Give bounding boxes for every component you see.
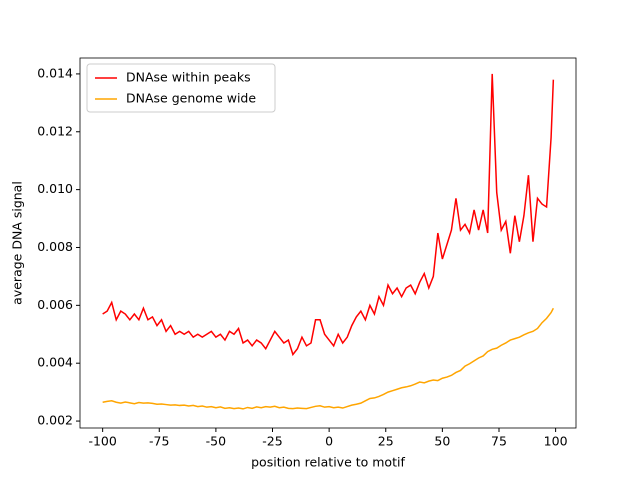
y-tick-label: 0.010 (37, 181, 73, 196)
legend-label: DNAse within peaks (126, 70, 251, 85)
x-tick-label: 100 (544, 434, 568, 449)
x-tick-label: -50 (206, 434, 226, 449)
x-tick-label: -100 (88, 434, 116, 449)
y-tick-label: 0.006 (37, 297, 73, 312)
x-tick-label: 75 (491, 434, 507, 449)
data-line (102, 307, 555, 410)
x-tick-label: -75 (149, 434, 169, 449)
y-tick-label: 0.008 (37, 239, 73, 254)
x-tick-label: 50 (434, 434, 450, 449)
y-tick-label: 0.002 (37, 413, 73, 428)
x-tick-label: -25 (262, 434, 282, 449)
x-tick-label: 25 (378, 434, 394, 449)
x-axis-label: position relative to motif (251, 455, 405, 470)
y-axis-label: average DNA signal (10, 181, 25, 305)
y-tick-label: 0.004 (37, 355, 73, 370)
y-tick-label: 0.012 (37, 123, 73, 138)
legend-label: DNAse genome wide (126, 91, 256, 106)
legend-box (86, 63, 276, 113)
x-tick-label: 0 (325, 434, 333, 449)
y-tick-label: 0.014 (37, 65, 73, 80)
data-line (102, 73, 555, 357)
plot-frame (79, 57, 577, 429)
